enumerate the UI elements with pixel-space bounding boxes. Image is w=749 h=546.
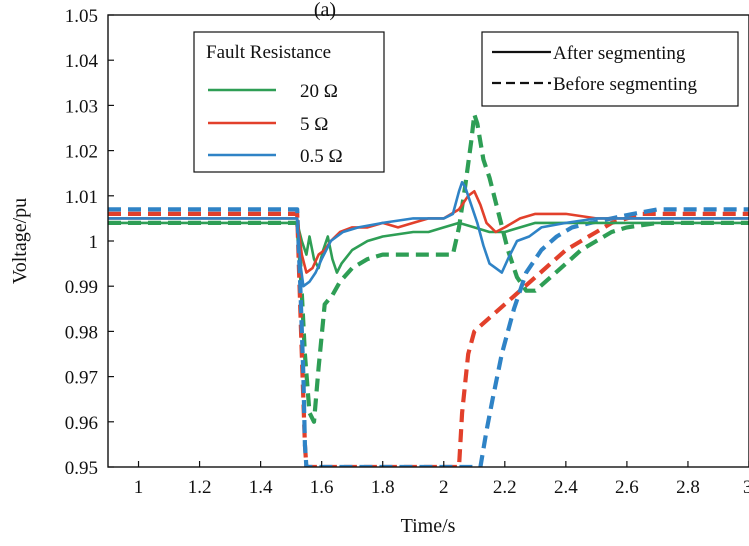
y-axis-title: Voltage/pu [9,198,31,284]
x-tick-label: 1.4 [249,477,273,498]
legend-label-5-ohm: 5 Ω [300,114,328,135]
y-tick-label: 1.03 [65,96,98,117]
x-tick-label: 2.6 [615,477,639,498]
x-tick-label: 1.6 [310,477,334,498]
resistance-legend-title: Fault Resistance [206,42,331,63]
legend-label-before-segmenting: Before segmenting [553,74,698,95]
x-tick-label: 2.2 [493,477,517,498]
style-legend: After segmenting Before segmenting [481,31,739,107]
series-line-20-ohm-before-segmenting [108,112,749,424]
x-axis: 1 1.2 1.4 1.6 1.8 2 2.2 2.4 2.6 2.8 3 [134,461,749,498]
y-axis: 0.95 0.96 0.97 0.98 0.99 1 1.01 1.02 1.03 1.04 1.0… [65,6,114,479]
series-line-20-ohm-after-segmenting [108,221,749,274]
x-tick-label: 2.8 [676,477,700,498]
chart-title: (a) [314,0,336,21]
y-tick-label: 1.01 [65,187,98,208]
y-tick-label: 0.98 [65,322,98,343]
x-tick-label: 1 [134,477,144,498]
y-tick-label: 0.96 [65,413,98,434]
series-line-5-ohm-before-segmenting [108,211,749,467]
y-tick-label: 1 [89,232,99,253]
x-tick-label: 2 [439,477,449,498]
series-line-0-5-ohm-after-segmenting [108,180,749,288]
x-tick-label: 1.2 [188,477,212,498]
y-tick-label: 1.05 [65,6,98,27]
x-tick-label: 3 [743,477,749,498]
legend-label-0-5-ohm: 0.5 Ω [300,146,343,167]
y-tick-label: 0.97 [65,368,98,389]
y-tick-label: 0.99 [65,277,98,298]
resistance-legend-box [193,31,385,173]
style-legend-box [481,31,739,107]
series-line-0-5-ohm-before-segmenting [108,207,749,467]
series-layer [108,112,749,467]
y-tick-label: 1.04 [65,51,99,72]
legend-label-after-segmenting: After segmenting [553,43,686,64]
x-tick-label: 1.8 [371,477,395,498]
x-tick-label: 2.4 [554,477,578,498]
y-tick-label: 1.02 [65,142,98,163]
y-tick-label: 0.95 [65,458,98,479]
legend-label-20-ohm: 20 Ω [300,81,338,102]
series-line-5-ohm-after-segmenting [108,190,749,274]
resistance-legend: Fault Resistance 20 Ω 5 Ω 0.5 Ω [193,31,385,173]
x-axis-title: Time/s [401,515,456,537]
